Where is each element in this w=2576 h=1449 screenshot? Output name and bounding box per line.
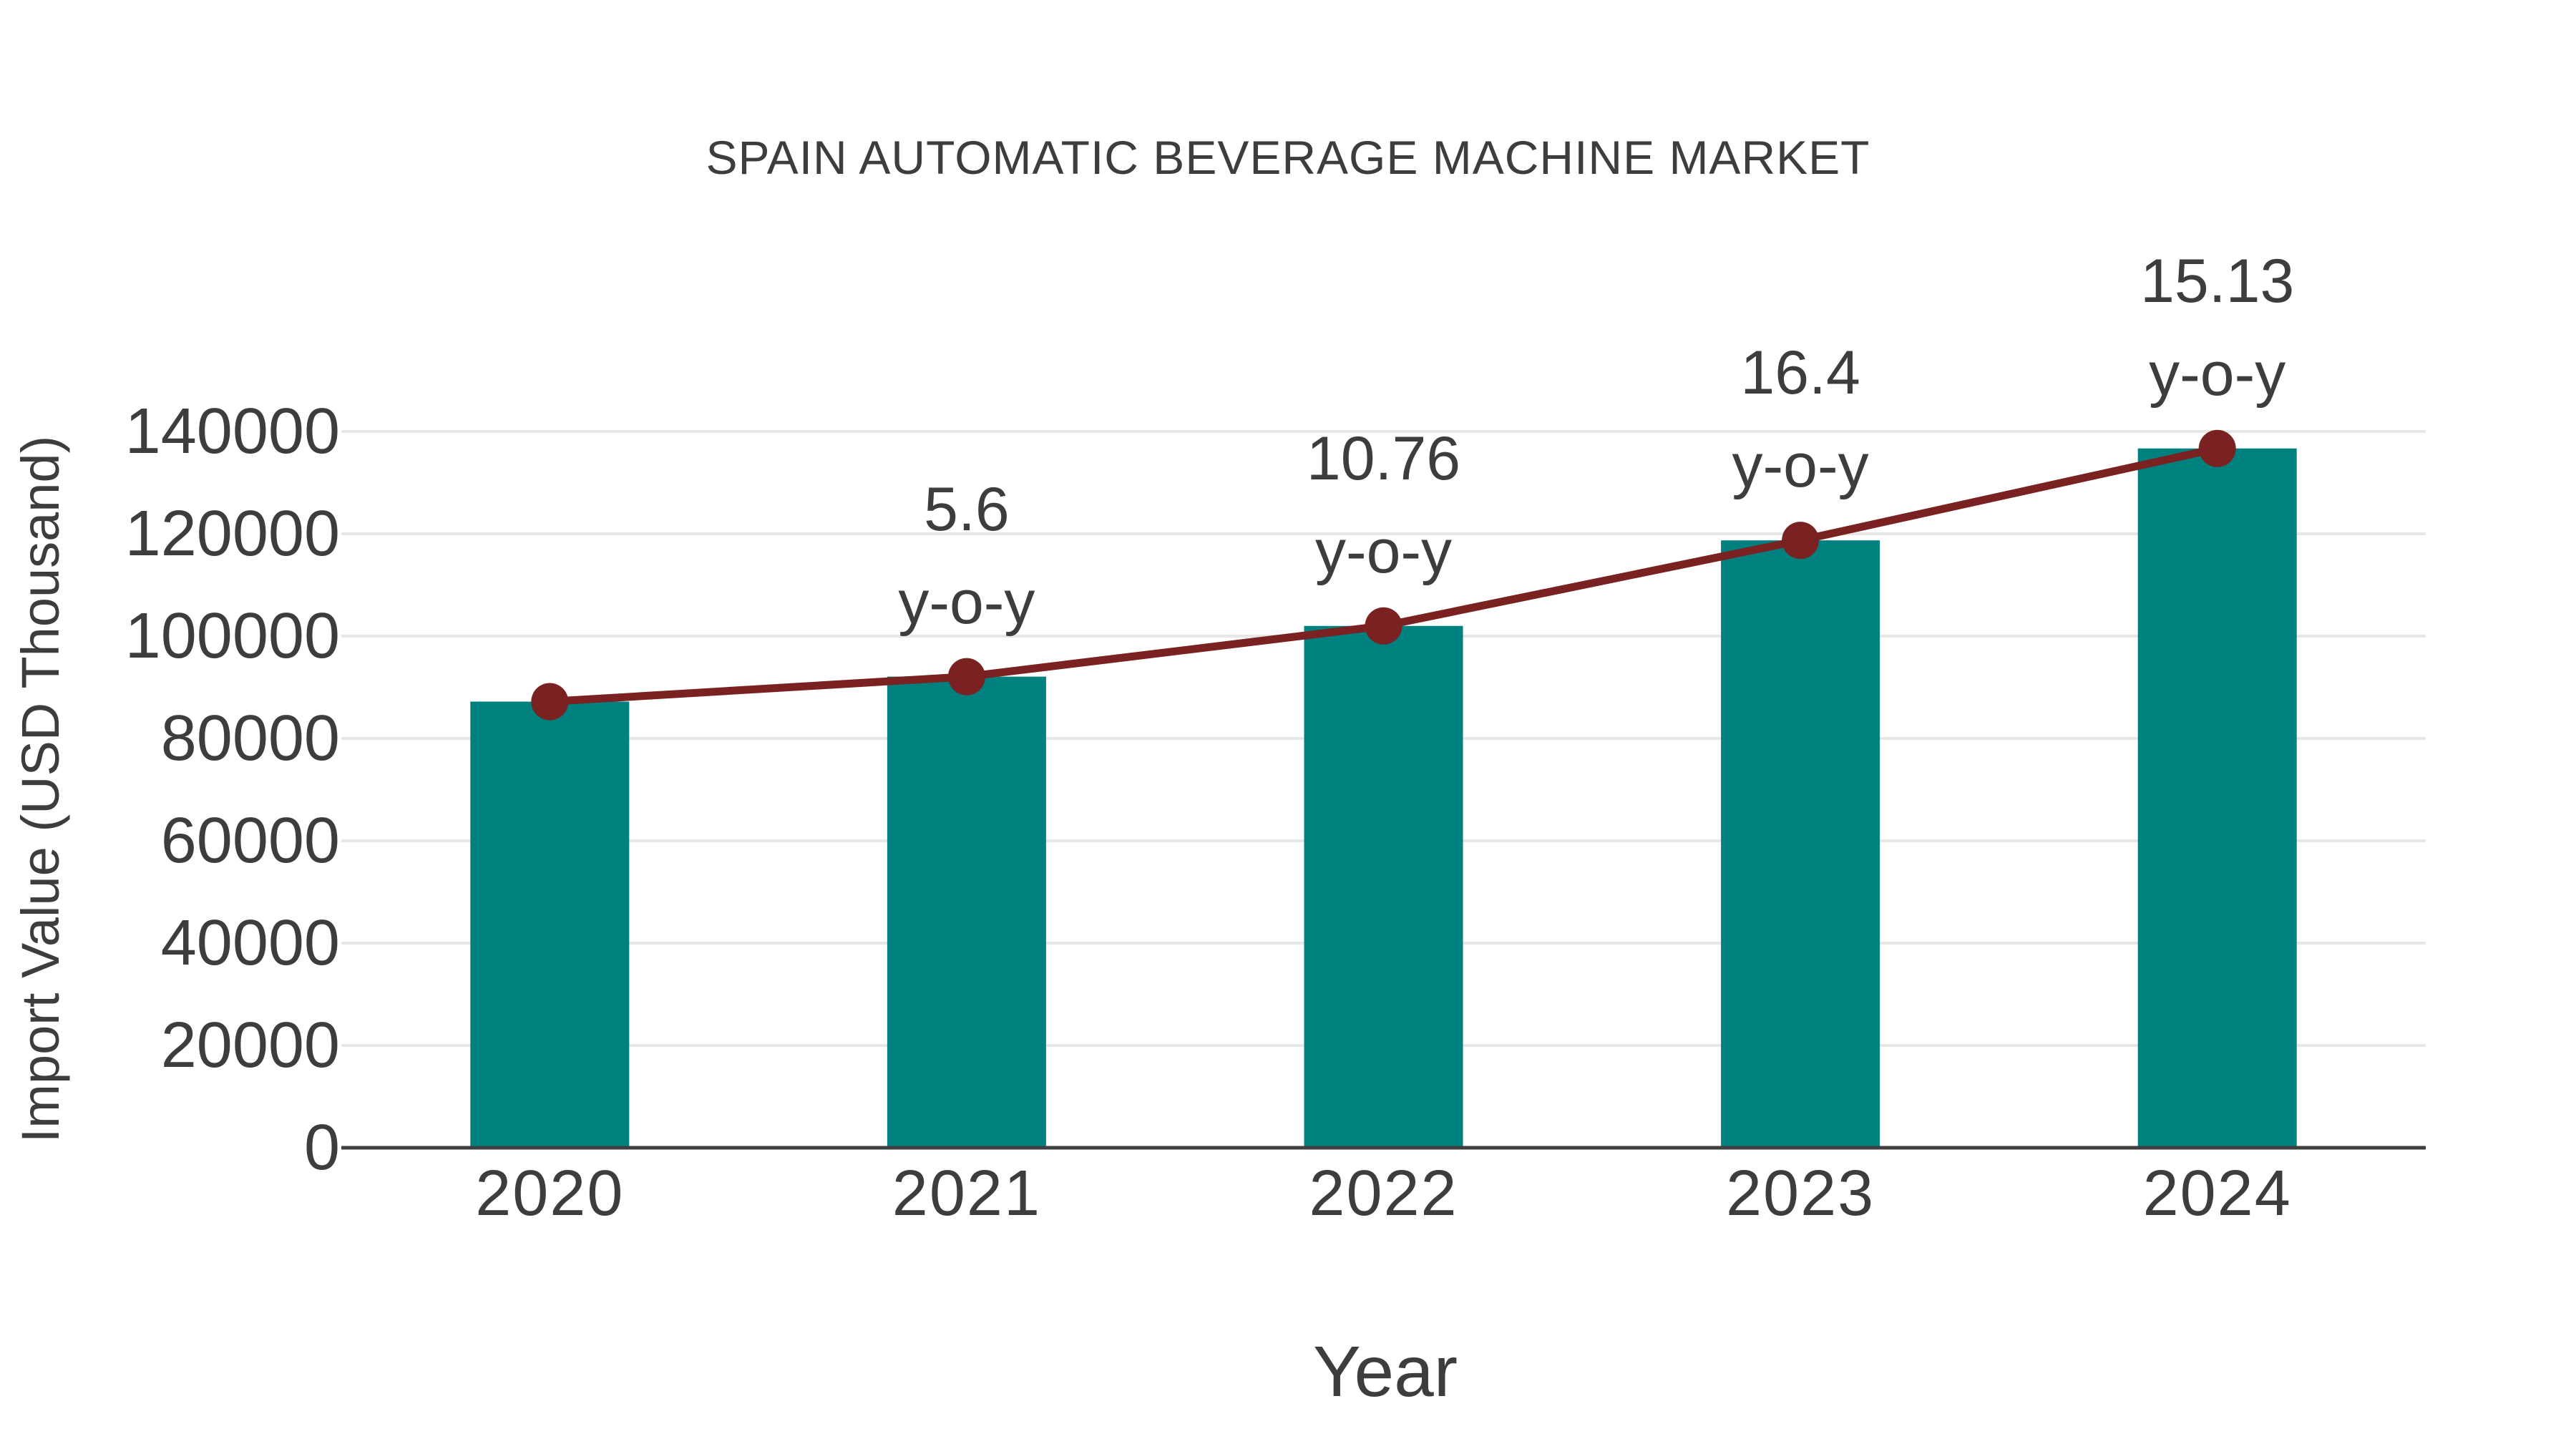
yoy-annotation-2021: 5.6 y-o-y <box>752 463 1181 649</box>
x-tick-label-2022: 2022 <box>1309 1158 1458 1229</box>
bar-2021 <box>887 676 1046 1148</box>
yoy-value-2021: 5.6 <box>924 474 1010 544</box>
yoy-value-2023: 16.4 <box>1740 338 1860 408</box>
yoy-suffix-2021: y-o-y <box>898 567 1035 637</box>
x-tick-label-2024: 2024 <box>2142 1158 2292 1229</box>
line-marker-2020 <box>531 683 569 721</box>
y-tick-label-100000: 100000 <box>125 600 340 672</box>
yoy-suffix-2023: y-o-y <box>1732 431 1869 501</box>
yoy-value-2024: 15.13 <box>2140 246 2295 316</box>
x-tick-label-2023: 2023 <box>1725 1158 1875 1229</box>
yoy-annotation-2023: 16.4 y-o-y <box>1586 326 2015 512</box>
chart-title: SPAIN AUTOMATIC BEVERAGE MACHINE MARKET <box>706 131 1870 184</box>
yoy-suffix-2022: y-o-y <box>1314 517 1453 586</box>
yoy-value-2022: 10.76 <box>1306 424 1461 493</box>
x-tick-label-2021: 2021 <box>892 1158 1041 1229</box>
line-marker-2021 <box>947 658 985 696</box>
y-tick-label-120000: 120000 <box>125 498 340 570</box>
x-tick-label-2020: 2020 <box>475 1158 625 1229</box>
line-marker-2024 <box>2198 429 2236 467</box>
bar-2024 <box>2137 448 2297 1148</box>
line-marker-2023 <box>1782 522 1820 560</box>
yoy-annotation-2024: 15.13 y-o-y <box>2003 235 2432 421</box>
y-tick-label-140000: 140000 <box>125 396 340 467</box>
y-tick-label-40000: 40000 <box>160 907 340 979</box>
line-marker-2022 <box>1365 607 1402 645</box>
x-axis-title: Year <box>1312 1332 1458 1412</box>
y-tick-label-60000: 60000 <box>160 805 340 877</box>
y-tick-label-80000: 80000 <box>160 703 340 774</box>
bar-2022 <box>1304 625 1463 1148</box>
y-tick-label-20000: 20000 <box>160 1010 340 1081</box>
bar-2020 <box>470 701 630 1148</box>
bar-2023 <box>1721 540 1880 1148</box>
yoy-annotation-2022: 10.76 y-o-y <box>1169 412 1599 598</box>
y-tick-label-0: 0 <box>303 1112 340 1184</box>
yoy-suffix-2024: y-o-y <box>2149 339 2286 409</box>
